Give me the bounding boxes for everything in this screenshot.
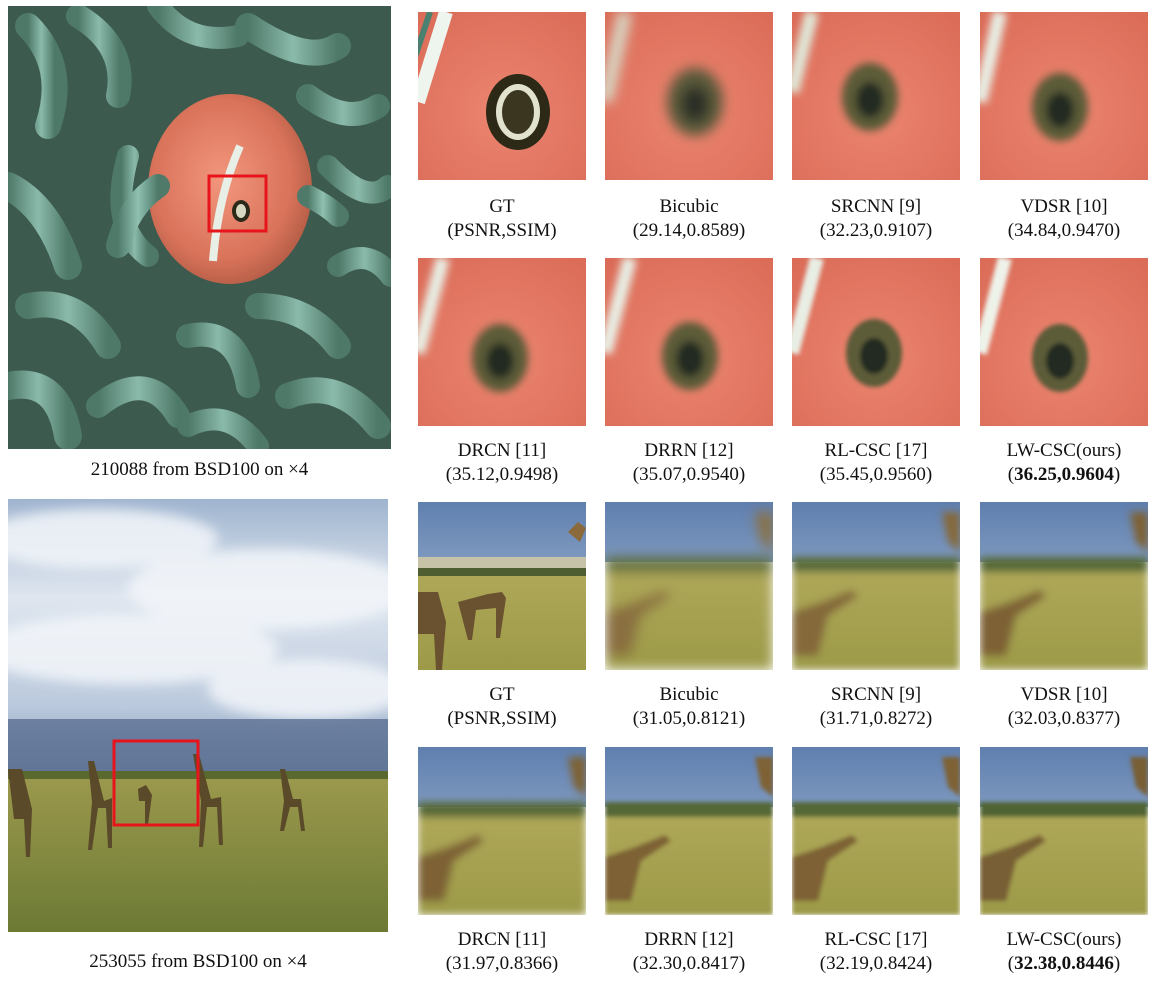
method-name: VDSR [10] [1020, 196, 1108, 217]
fish-cap-lwcsc: LW-CSC(ours) (36.25,0.9604) [969, 439, 1158, 487]
fish-cap-srcnn: SRCNN [9] (32.23,0.9107) [781, 195, 971, 243]
fish-cap-bicubic: Bicubic (29.14,0.8589) [594, 195, 784, 243]
metric-value: (32.38,0.8446) [1007, 953, 1121, 974]
metric-value: (PSNR,SSIM) [447, 220, 557, 241]
giraffe-crop-lwcsc [980, 747, 1148, 915]
method-name: SRCNN [9] [830, 196, 922, 217]
giraffe-caption: 253055 from BSD100 on ×4 [89, 951, 307, 972]
giraffe-cap-vdsr: VDSR [10] (32.03,0.8377) [969, 683, 1158, 731]
fish-image [8, 6, 391, 449]
giraffe-crop-drcn [418, 747, 586, 915]
method-name: GT [489, 196, 515, 217]
giraffe-cap-bicubic: Bicubic (31.05,0.8121) [594, 683, 784, 731]
giraffe-cap-rlcsc: RL-CSC [17] (32.19,0.8424) [781, 928, 971, 976]
metric-value: (35.12,0.9498) [445, 464, 559, 485]
fish-crop-srcnn [792, 12, 960, 180]
metric-value: (29.14,0.8589) [632, 220, 746, 241]
metric-value: (31.97,0.8366) [445, 953, 559, 974]
metric-value: (32.23,0.9107) [819, 220, 933, 241]
method-name: DRCN [11] [457, 440, 547, 461]
fish-crop-drcn [418, 258, 586, 426]
fish-cap-drcn: DRCN [11] (35.12,0.9498) [407, 439, 597, 487]
method-name: RL-CSC [17] [824, 929, 928, 950]
fish-crop-rlcsc [792, 258, 960, 426]
method-name: Bicubic [659, 684, 719, 705]
giraffe-crop-gt [418, 502, 586, 670]
metric-value: (32.30,0.8417) [632, 953, 746, 974]
fish-cap-drrn: DRRN [12] (35.07,0.9540) [594, 439, 784, 487]
method-name: DRRN [12] [644, 440, 734, 461]
fish-cap-rlcsc: RL-CSC [17] (35.45,0.9560) [781, 439, 971, 487]
method-name: DRRN [12] [644, 929, 734, 950]
method-name: Bicubic [659, 196, 719, 217]
method-name: RL-CSC [17] [824, 440, 928, 461]
giraffe-image [8, 499, 388, 932]
metric-value: (31.71,0.8272) [819, 708, 933, 729]
metric-value: (35.07,0.9540) [632, 464, 746, 485]
metric-value: (PSNR,SSIM) [447, 708, 557, 729]
method-name: SRCNN [9] [830, 684, 922, 705]
fish-crop-vdsr [980, 12, 1148, 180]
fish-crop-bicubic [605, 12, 773, 180]
metric-value: (34.84,0.9470) [1007, 220, 1121, 241]
metric-value: (32.03,0.8377) [1007, 708, 1121, 729]
method-name: LW-CSC(ours) [1006, 440, 1122, 461]
fish-crop-lwcsc [980, 258, 1148, 426]
giraffe-cap-lwcsc: LW-CSC(ours) (32.38,0.8446) [969, 928, 1158, 976]
giraffe-crop-bicubic [605, 502, 773, 670]
fish-caption: 210088 from BSD100 on ×4 [90, 459, 309, 480]
method-name: DRCN [11] [457, 929, 547, 950]
method-name: GT [489, 684, 515, 705]
fish-cap-vdsr: VDSR [10] (34.84,0.9470) [969, 195, 1158, 243]
fish-crop-gt [418, 12, 586, 180]
metric-value: (36.25,0.9604) [1007, 464, 1121, 485]
method-name: VDSR [10] [1020, 684, 1108, 705]
giraffe-cap-drrn: DRRN [12] (32.30,0.8417) [594, 928, 784, 976]
fish-crop-drrn [605, 258, 773, 426]
metric-bold: 32.38,0.8446 [1014, 953, 1114, 974]
metric-value: (32.19,0.8424) [819, 953, 933, 974]
giraffe-cap-srcnn: SRCNN [9] (31.71,0.8272) [781, 683, 971, 731]
metric-bold: 36.25,0.9604 [1014, 464, 1114, 485]
metric-value: (31.05,0.8121) [632, 708, 746, 729]
fish-cap-gt: GT (PSNR,SSIM) [407, 195, 597, 243]
metric-value: (35.45,0.9560) [819, 464, 933, 485]
giraffe-cap-drcn: DRCN [11] (31.97,0.8366) [407, 928, 597, 976]
giraffe-crop-vdsr [980, 502, 1148, 670]
giraffe-crop-rlcsc [792, 747, 960, 915]
giraffe-crop-srcnn [792, 502, 960, 670]
method-name: LW-CSC(ours) [1006, 929, 1122, 950]
giraffe-crop-drrn [605, 747, 773, 915]
giraffe-cap-gt: GT (PSNR,SSIM) [407, 683, 597, 731]
